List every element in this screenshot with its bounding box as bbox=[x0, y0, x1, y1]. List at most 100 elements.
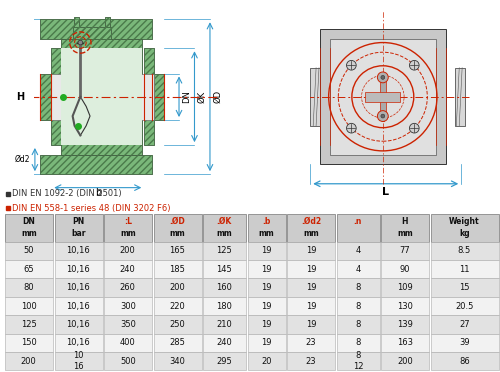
Text: 125: 125 bbox=[216, 246, 232, 255]
Bar bbox=[248, 278, 286, 297]
Text: 19: 19 bbox=[306, 265, 316, 274]
Bar bbox=[144, 48, 154, 145]
Bar bbox=[430, 334, 498, 352]
Bar bbox=[381, 242, 429, 260]
Text: .ØK: .ØK bbox=[216, 217, 232, 226]
Bar bbox=[52, 74, 154, 120]
Bar bbox=[5, 214, 53, 242]
Bar bbox=[430, 278, 498, 297]
Circle shape bbox=[410, 124, 419, 133]
Bar bbox=[40, 19, 152, 39]
Bar bbox=[104, 242, 152, 260]
Text: 23: 23 bbox=[306, 338, 316, 347]
Bar bbox=[154, 352, 202, 371]
Bar bbox=[54, 297, 102, 315]
Text: mm: mm bbox=[303, 229, 319, 238]
Bar bbox=[248, 260, 286, 278]
Bar bbox=[203, 214, 246, 242]
Text: 19: 19 bbox=[261, 283, 272, 292]
Bar bbox=[330, 39, 436, 155]
Bar bbox=[154, 214, 202, 242]
Text: 39: 39 bbox=[459, 338, 469, 347]
Bar bbox=[248, 297, 286, 315]
Bar bbox=[381, 352, 429, 371]
Text: mm: mm bbox=[170, 229, 185, 238]
Text: 19: 19 bbox=[261, 338, 272, 347]
Bar bbox=[104, 315, 152, 334]
Text: 200: 200 bbox=[120, 246, 136, 255]
Text: DN: DN bbox=[22, 217, 35, 226]
Text: 19: 19 bbox=[306, 302, 316, 311]
Bar bbox=[54, 334, 102, 352]
Text: 240: 240 bbox=[120, 265, 136, 274]
Bar bbox=[203, 242, 246, 260]
Bar bbox=[381, 260, 429, 278]
Bar bbox=[287, 315, 335, 334]
Circle shape bbox=[378, 72, 388, 83]
Text: :L: :L bbox=[124, 217, 132, 226]
Text: ØK: ØK bbox=[198, 91, 206, 103]
Text: 10
16: 10 16 bbox=[73, 351, 84, 371]
Bar bbox=[248, 352, 286, 371]
Circle shape bbox=[346, 124, 356, 133]
Text: 8.5: 8.5 bbox=[458, 246, 471, 255]
Circle shape bbox=[381, 114, 385, 118]
Text: mm: mm bbox=[216, 229, 232, 238]
Bar bbox=[381, 334, 429, 352]
Circle shape bbox=[346, 60, 356, 70]
Bar bbox=[380, 81, 386, 112]
Text: 220: 220 bbox=[170, 302, 185, 311]
Text: 125: 125 bbox=[21, 320, 36, 329]
Bar bbox=[381, 278, 429, 297]
Text: 27: 27 bbox=[459, 320, 469, 329]
Circle shape bbox=[381, 76, 385, 79]
Bar bbox=[72, 27, 112, 39]
Text: 200: 200 bbox=[170, 283, 185, 292]
Bar bbox=[54, 214, 102, 242]
Text: mm: mm bbox=[258, 229, 274, 238]
Text: Ød2: Ød2 bbox=[14, 155, 30, 164]
Bar bbox=[287, 352, 335, 371]
Text: DIN EN 558-1 series 48 (DIN 3202 F6): DIN EN 558-1 series 48 (DIN 3202 F6) bbox=[12, 204, 171, 213]
Bar bbox=[5, 260, 53, 278]
Bar bbox=[287, 260, 335, 278]
Text: mm: mm bbox=[120, 229, 136, 238]
Text: 8: 8 bbox=[355, 302, 360, 311]
Bar bbox=[287, 297, 335, 315]
Bar bbox=[54, 352, 102, 371]
Bar bbox=[104, 334, 152, 352]
Text: H: H bbox=[16, 92, 24, 102]
Text: 130: 130 bbox=[397, 302, 413, 311]
Bar bbox=[336, 260, 380, 278]
Text: 200: 200 bbox=[397, 357, 413, 366]
Text: kg: kg bbox=[459, 229, 469, 238]
Bar bbox=[152, 74, 164, 120]
Text: 10,16: 10,16 bbox=[66, 320, 90, 329]
Text: 77: 77 bbox=[400, 246, 410, 255]
Text: 11: 11 bbox=[459, 265, 469, 274]
Bar bbox=[430, 297, 498, 315]
Bar bbox=[40, 19, 152, 39]
Bar bbox=[430, 260, 498, 278]
Circle shape bbox=[78, 40, 82, 45]
Bar bbox=[336, 242, 380, 260]
Text: 50: 50 bbox=[24, 246, 34, 255]
Text: 65: 65 bbox=[24, 265, 34, 274]
Text: .b: .b bbox=[262, 217, 270, 226]
Bar bbox=[430, 315, 498, 334]
Bar bbox=[248, 334, 286, 352]
Text: 19: 19 bbox=[306, 246, 316, 255]
Text: 19: 19 bbox=[306, 320, 316, 329]
Text: 150: 150 bbox=[21, 338, 36, 347]
Text: 19: 19 bbox=[261, 320, 272, 329]
Bar bbox=[287, 242, 335, 260]
Bar bbox=[61, 48, 142, 145]
Bar bbox=[248, 242, 286, 260]
Text: 8: 8 bbox=[355, 320, 360, 329]
Bar bbox=[336, 334, 380, 352]
Bar bbox=[40, 74, 52, 120]
Bar bbox=[5, 334, 53, 352]
Bar bbox=[381, 214, 429, 242]
Text: Weight: Weight bbox=[449, 217, 480, 226]
Bar bbox=[336, 278, 380, 297]
